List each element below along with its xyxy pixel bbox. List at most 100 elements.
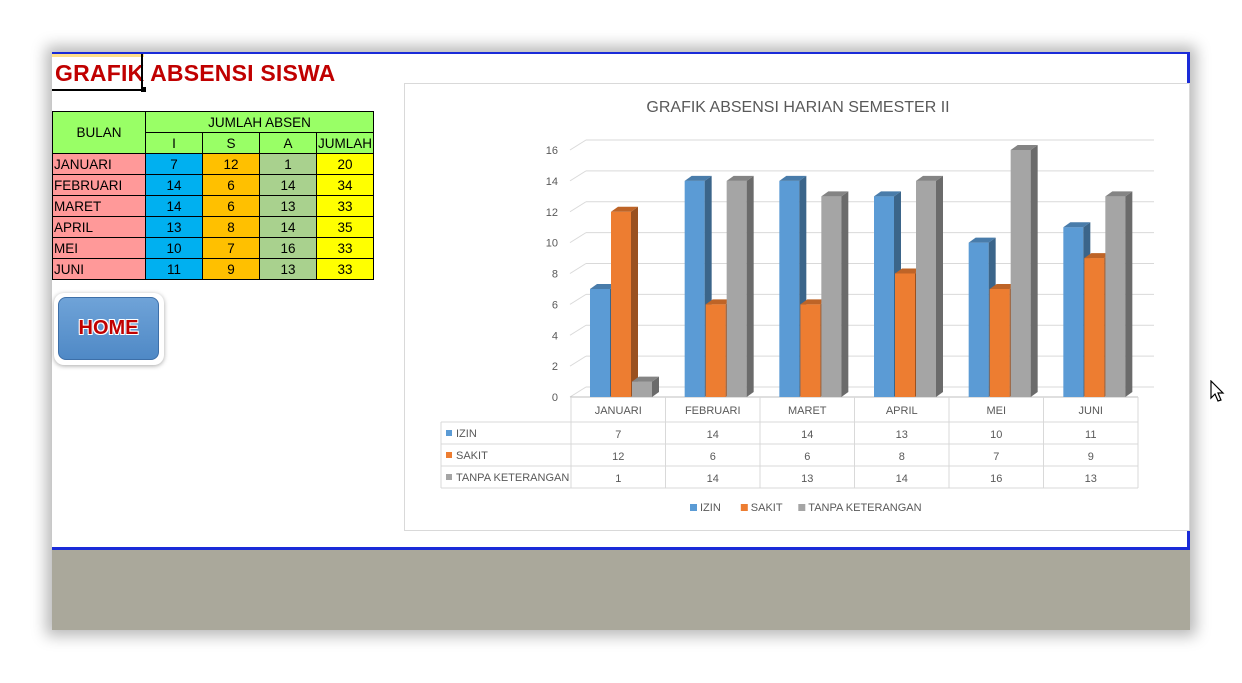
mouse-cursor-icon: [1210, 380, 1225, 402]
bar-side: [1030, 145, 1038, 397]
alpa-cell[interactable]: 13: [259, 195, 317, 217]
sakit-cell[interactable]: 6: [202, 174, 260, 196]
x-tick-label: APRIL: [886, 405, 918, 417]
bar-top: [726, 175, 754, 181]
bar-top: [779, 175, 807, 181]
gridline-diagonal: [569, 386, 587, 398]
bar-izin: [874, 196, 894, 397]
sakit-cell[interactable]: 12: [202, 153, 260, 175]
bar-tanpa-keterangan: [632, 381, 652, 397]
absence-table: BULAN JUMLAH ABSEN I S A JUMLAH JANUARI …: [52, 111, 374, 280]
fill-handle[interactable]: [141, 87, 146, 92]
month-cell[interactable]: FEBRUARI: [52, 174, 146, 196]
legend-entry: SAKIT: [751, 502, 783, 514]
gridline-diagonal: [569, 170, 587, 182]
data-label: 11: [1085, 429, 1096, 441]
data-label: 13: [1085, 473, 1097, 485]
cell-highlight: [52, 54, 144, 57]
bar-tanpa-keterangan: [1010, 150, 1031, 397]
bar-side: [841, 191, 849, 397]
sub-header-a: A: [259, 132, 317, 154]
bar-top: [1010, 145, 1038, 150]
bar-side: [1125, 191, 1133, 397]
alpa-cell[interactable]: 16: [259, 237, 317, 259]
izin-cell[interactable]: 7: [145, 153, 203, 175]
bar-chart: GRAFIK ABSENSI HARIAN SEMESTER II 0 2 4 6 8 10…: [440, 99, 1154, 514]
bar-sakit: [895, 273, 915, 397]
jumlah-cell[interactable]: 35: [316, 216, 374, 238]
month-cell[interactable]: APRIL: [52, 216, 146, 238]
bar-top: [916, 175, 943, 181]
izin-cell[interactable]: 11: [145, 258, 203, 280]
legend-entry: TANPA KETERANGAN: [808, 502, 921, 514]
bar-top: [632, 376, 659, 382]
month-cell[interactable]: MARET: [52, 195, 146, 217]
izin-cell[interactable]: 14: [145, 195, 203, 217]
y-tick-label: 2: [552, 361, 558, 373]
table-row: MARET 14 6 13 33: [52, 195, 374, 217]
series-label: IZIN: [456, 428, 477, 440]
bar-top: [968, 237, 996, 243]
bar-top: [684, 175, 712, 181]
alpa-cell[interactable]: 14: [259, 174, 317, 196]
page-title: GRAFIK ABSENSI SISWA: [55, 60, 336, 86]
month-cell[interactable]: JUNI: [52, 258, 146, 280]
selected-cell-border: [52, 89, 144, 91]
sakit-cell[interactable]: 7: [202, 237, 260, 259]
data-label: 7: [615, 429, 621, 441]
selected-cell-edge: [141, 54, 143, 91]
sakit-cell[interactable]: 8: [202, 216, 260, 238]
legend-swatch-icon: [798, 504, 806, 511]
bar-top: [590, 283, 617, 289]
home-button[interactable]: HOME: [58, 297, 159, 360]
alpa-cell[interactable]: 14: [259, 216, 317, 238]
bar-sakit: [800, 304, 821, 397]
legend-key-icon: [446, 452, 452, 458]
jumlah-cell[interactable]: 34: [316, 174, 374, 196]
chart-area[interactable]: GRAFIK ABSENSI HARIAN SEMESTER II 0 2 4 6 8 10…: [404, 83, 1190, 531]
gridline-diagonal: [569, 293, 587, 305]
izin-cell[interactable]: 10: [145, 237, 203, 259]
bar-sakit: [611, 211, 631, 397]
legend-key-icon: [446, 474, 452, 480]
month-cell[interactable]: MEI: [52, 237, 146, 259]
data-label: 7: [993, 451, 999, 463]
y-tick-label: 10: [546, 238, 558, 250]
x-tick-label: JANUARI: [595, 405, 642, 417]
bar-top: [1084, 253, 1112, 259]
sub-header-i: I: [145, 132, 203, 154]
bar-top: [895, 268, 922, 274]
bar-top: [989, 283, 1017, 289]
izin-cell[interactable]: 13: [145, 216, 203, 238]
bar-izin: [968, 242, 989, 397]
jumlah-cell[interactable]: 33: [316, 258, 374, 280]
gridline-diagonal: [569, 355, 587, 367]
gridline-diagonal: [569, 263, 587, 274]
gridline-diagonal: [569, 139, 587, 151]
sakit-cell[interactable]: 6: [202, 195, 260, 217]
alpa-cell[interactable]: 1: [259, 153, 317, 175]
bar-top: [874, 191, 901, 197]
jumlah-cell[interactable]: 33: [316, 195, 374, 217]
excel-window: GRAFIK ABSENSI SISWA BULAN JUMLAH ABSEN …: [52, 52, 1190, 630]
bar-tanpa-keterangan: [726, 180, 747, 397]
data-label: 12: [612, 451, 624, 463]
month-cell[interactable]: JANUARI: [52, 153, 146, 175]
chart-title: GRAFIK ABSENSI HARIAN SEMESTER II: [646, 99, 949, 116]
data-label: 14: [707, 429, 719, 441]
izin-cell[interactable]: 14: [145, 174, 203, 196]
jumlah-cell[interactable]: 33: [316, 237, 374, 259]
x-tick-label: JUNI: [1079, 405, 1103, 417]
worksheet: GRAFIK ABSENSI SISWA BULAN JUMLAH ABSEN …: [52, 52, 1190, 550]
data-label: 10: [990, 429, 1002, 441]
sub-header-jumlah: JUMLAH: [316, 132, 374, 154]
gridline-diagonal: [569, 201, 587, 213]
series-label: SAKIT: [456, 450, 488, 462]
sakit-cell[interactable]: 9: [202, 258, 260, 280]
table-row: MEI 10 7 16 33: [52, 237, 374, 259]
alpa-cell[interactable]: 13: [259, 258, 317, 280]
legend-swatch-icon: [740, 504, 748, 511]
y-tick-label: 8: [552, 269, 558, 281]
bar-top: [821, 191, 849, 197]
jumlah-cell[interactable]: 20: [316, 153, 374, 175]
